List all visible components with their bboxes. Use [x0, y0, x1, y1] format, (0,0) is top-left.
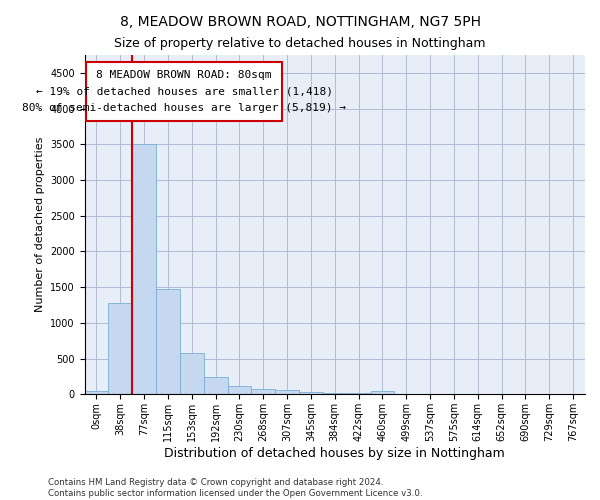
Bar	[180, 353, 204, 395]
Bar	[132, 144, 156, 394]
Bar	[275, 390, 299, 394]
Bar	[204, 377, 227, 394]
Bar	[85, 390, 109, 394]
Text: Contains HM Land Registry data © Crown copyright and database right 2024.
Contai: Contains HM Land Registry data © Crown c…	[48, 478, 422, 498]
FancyBboxPatch shape	[86, 62, 283, 122]
Text: ← 19% of detached houses are smaller (1,418): ← 19% of detached houses are smaller (1,…	[35, 87, 332, 97]
Bar	[347, 393, 371, 394]
Text: 8 MEADOW BROWN ROAD: 80sqm: 8 MEADOW BROWN ROAD: 80sqm	[96, 70, 272, 80]
Bar	[156, 288, 180, 395]
Text: 8, MEADOW BROWN ROAD, NOTTINGHAM, NG7 5PH: 8, MEADOW BROWN ROAD, NOTTINGHAM, NG7 5P…	[119, 15, 481, 29]
X-axis label: Distribution of detached houses by size in Nottingham: Distribution of detached houses by size …	[164, 447, 505, 460]
Bar	[371, 392, 394, 394]
Bar	[251, 388, 275, 394]
Bar	[109, 303, 132, 394]
Y-axis label: Number of detached properties: Number of detached properties	[35, 137, 44, 312]
Bar	[323, 393, 347, 394]
Bar	[299, 392, 323, 394]
Text: 80% of semi-detached houses are larger (5,819) →: 80% of semi-detached houses are larger (…	[22, 104, 346, 114]
Bar	[227, 386, 251, 394]
Text: Size of property relative to detached houses in Nottingham: Size of property relative to detached ho…	[114, 38, 486, 51]
